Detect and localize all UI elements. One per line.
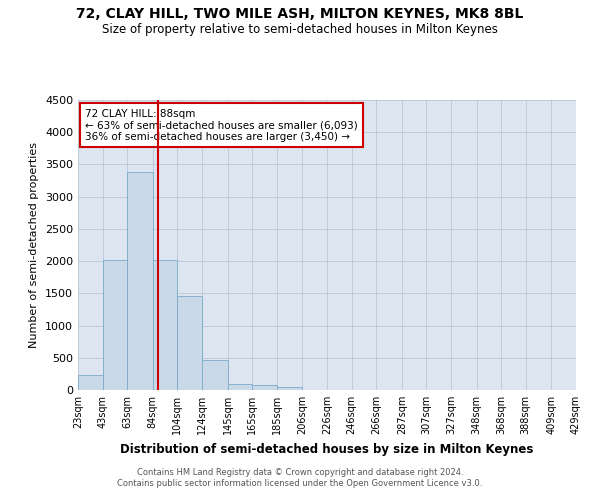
- Bar: [178, 296, 202, 390]
- Text: 72 CLAY HILL: 88sqm
← 63% of semi-detached houses are smaller (6,093)
36% of sem: 72 CLAY HILL: 88sqm ← 63% of semi-detach…: [85, 108, 358, 142]
- Text: Contains HM Land Registry data © Crown copyright and database right 2024.
Contai: Contains HM Land Registry data © Crown c…: [118, 468, 482, 487]
- Bar: [252, 386, 277, 390]
- Bar: [78, 375, 103, 390]
- Bar: [277, 387, 302, 390]
- Bar: [103, 260, 127, 390]
- Bar: [202, 360, 227, 390]
- Y-axis label: Number of semi-detached properties: Number of semi-detached properties: [29, 142, 40, 348]
- Text: Distribution of semi-detached houses by size in Milton Keynes: Distribution of semi-detached houses by …: [121, 442, 533, 456]
- Text: 72, CLAY HILL, TWO MILE ASH, MILTON KEYNES, MK8 8BL: 72, CLAY HILL, TWO MILE ASH, MILTON KEYN…: [76, 8, 524, 22]
- Bar: [153, 260, 178, 390]
- Bar: [127, 172, 153, 390]
- Bar: [227, 384, 252, 390]
- Text: Size of property relative to semi-detached houses in Milton Keynes: Size of property relative to semi-detach…: [102, 22, 498, 36]
